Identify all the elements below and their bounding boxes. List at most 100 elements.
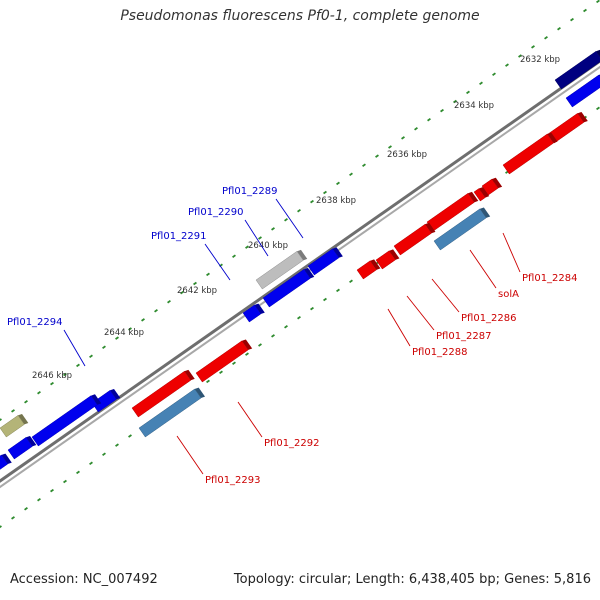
cds-forward: [242, 303, 265, 323]
scale-tick: [128, 327, 132, 331]
cds-reverse: [481, 177, 503, 196]
cds-reverse: [502, 132, 558, 175]
cds-reverse: [393, 222, 436, 256]
scale-tick: [76, 470, 80, 475]
gene-label-pfl01-2292: Pfl01_2292: [264, 438, 320, 449]
cds-forward: [262, 267, 315, 308]
scale-tick: [401, 136, 405, 140]
scale-tick: [50, 381, 54, 386]
scale-tick: [596, 106, 600, 111]
cds-forward-end: [1, 453, 12, 464]
scale-label: 2640 kbp: [248, 241, 288, 251]
scale-tick: [505, 63, 509, 67]
scale-tick: [271, 334, 275, 338]
scale-tick: [362, 163, 366, 167]
cds-reverse: [547, 111, 588, 144]
scale-tick: [89, 354, 93, 359]
leader-line-sola: [469, 249, 497, 289]
scale-tick: [492, 72, 496, 76]
scale-tick: [336, 181, 340, 186]
scale-tick: [427, 117, 431, 122]
rna-reverse: [433, 207, 491, 251]
cds-reverse-face: [393, 223, 432, 256]
cds-reverse-end: [491, 177, 503, 189]
scale-tick: [284, 218, 288, 222]
rna-reverse: [138, 387, 206, 438]
scale-label: 2636 kbp: [387, 150, 427, 160]
scale-tick: [323, 190, 327, 195]
scale-tick: [414, 127, 418, 131]
scale-tick: [557, 26, 561, 31]
cds-reverse-end: [241, 339, 253, 350]
gene-label-pfl01-2289: Pfl01_2289: [222, 186, 278, 197]
feature-other-face: [0, 415, 25, 438]
cds-reverse: [131, 369, 195, 418]
cds-reverse-end: [577, 111, 588, 123]
scale-tick: [245, 245, 249, 249]
scale-tick: [180, 290, 184, 295]
scale-tick: [167, 299, 171, 304]
cds-forward-face: [262, 268, 311, 308]
genome-summary: Topology: circular; Length: 6,438,405 bp…: [233, 572, 591, 587]
scale-tick: [102, 452, 106, 456]
backbone-line: [0, 59, 600, 483]
scale-tick: [349, 279, 353, 284]
scale-tick: [466, 90, 470, 95]
scale-tick: [245, 352, 249, 356]
cds-reverse-end: [547, 132, 558, 144]
scale-tick: [154, 309, 158, 313]
scale-tick: [37, 497, 41, 502]
cds-forward-dark: [554, 49, 600, 90]
scale-tick: [596, 0, 600, 4]
scale-tick: [583, 8, 587, 13]
scale-tick: [37, 390, 41, 395]
rna-reverse-face: [433, 208, 487, 251]
scale-tick: [479, 81, 483, 86]
cds-reverse-end: [389, 249, 400, 260]
cds-reverse-end: [467, 191, 479, 203]
scale-tick: [219, 370, 223, 375]
scale-label: 2638 kbp: [316, 196, 356, 206]
leader-line-pfl01-2284: [502, 232, 521, 273]
scale-label: 2642 kbp: [177, 286, 217, 296]
cds-forward-face: [0, 454, 9, 470]
scale-tick: [375, 154, 379, 158]
pseudogene-end: [296, 249, 308, 261]
cds-forward-end: [90, 394, 102, 405]
scale-tick: [258, 236, 262, 240]
cds-forward: [7, 435, 37, 460]
leader-line-pfl01-2289: [275, 198, 304, 239]
scale-tick: [128, 434, 132, 438]
cds-forward: [565, 74, 600, 108]
cds-reverse: [195, 339, 253, 383]
cds-reverse-end: [184, 369, 195, 381]
scale-tick: [76, 363, 80, 368]
cds-forward-end: [26, 435, 37, 447]
scale-tick: [531, 45, 535, 49]
scale-tick: [11, 409, 15, 413]
cds-forward-face: [31, 395, 98, 447]
cds-forward-dark-face: [554, 50, 600, 90]
pseudogene: [255, 249, 308, 290]
rna-reverse-end: [479, 207, 491, 218]
scale-tick: [297, 315, 301, 320]
scale-tick: [232, 361, 236, 365]
gene-label-pfl01-2287: Pfl01_2287: [436, 331, 492, 342]
scale-label: 2646 kbp: [32, 371, 72, 381]
accession-label: Accession: NC_007492: [10, 572, 158, 587]
feature-other: [0, 413, 29, 438]
cds-reverse-face: [502, 133, 554, 175]
scale-label: 2632 kbp: [520, 55, 560, 65]
feature-other-end: [18, 413, 29, 425]
cds-forward-end: [110, 388, 121, 400]
cds-reverse-face: [473, 188, 486, 202]
leader-line-pfl01-2293: [176, 435, 204, 475]
scale-tick: [349, 172, 353, 177]
cds-forward-face: [7, 437, 33, 460]
gene-label-pfl01-2288: Pfl01_2288: [412, 347, 468, 358]
cds-reverse-face: [356, 260, 377, 280]
scale-label: 2644 kbp: [104, 328, 144, 338]
leader-line-pfl01-2288: [387, 308, 411, 347]
